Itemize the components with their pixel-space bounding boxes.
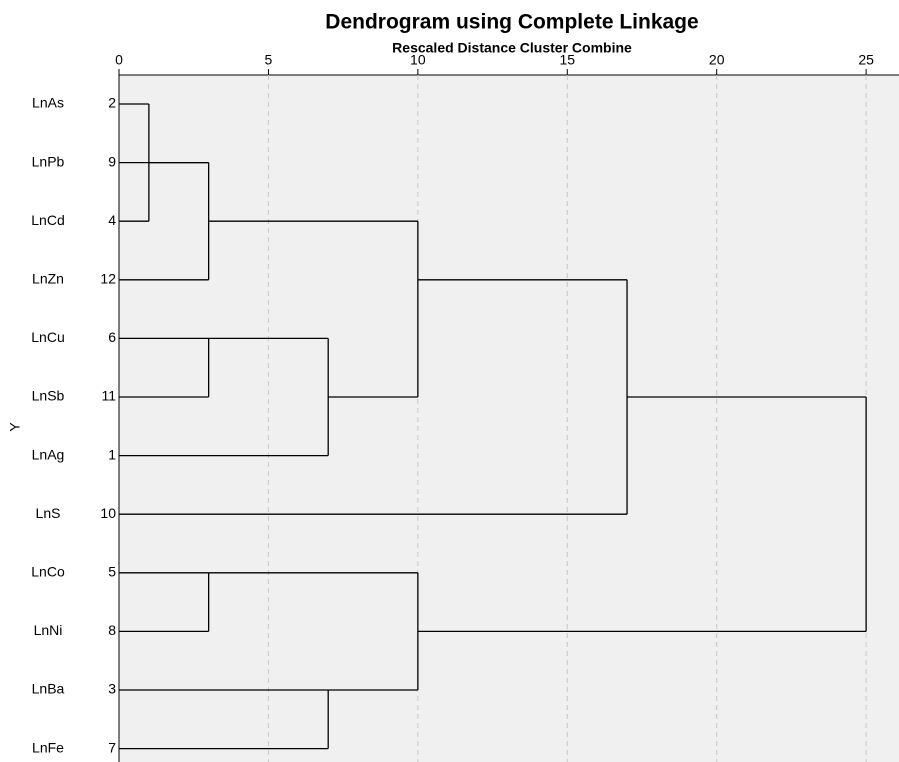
case-number: 7 [108, 739, 116, 755]
case-number: 12 [100, 271, 116, 287]
case-number: 6 [108, 329, 116, 345]
plot-area [119, 75, 899, 762]
case-number: 9 [108, 153, 116, 169]
leaf-label: LnZn [32, 271, 64, 287]
case-number: 11 [101, 388, 116, 404]
case-number: 4 [108, 212, 116, 228]
x-tick-label: 10 [410, 52, 426, 68]
leaf-label: LnS [36, 505, 61, 521]
leaf-label: LnNi [34, 622, 63, 638]
case-number: 10 [100, 505, 116, 521]
leaf-label: LnCo [31, 564, 65, 580]
x-tick-label: 25 [858, 52, 874, 68]
case-number: 5 [108, 564, 116, 580]
leaf-label: LnFe [32, 739, 64, 755]
leaf-label: LnCu [31, 329, 64, 345]
y-axis-label: Y [7, 422, 23, 432]
case-number: 2 [108, 95, 116, 111]
case-number: 1 [108, 446, 116, 462]
leaf-label: LnBa [32, 681, 65, 697]
leaf-label: LnSb [32, 388, 65, 404]
leaf-label: LnAs [32, 95, 64, 111]
x-tick-label: 5 [265, 52, 273, 68]
chart-title: Dendrogram using Complete Linkage [325, 11, 698, 34]
x-tick-label: 20 [709, 52, 725, 68]
case-number: 8 [108, 622, 116, 638]
leaf-label: LnPb [32, 153, 65, 169]
x-tick-label: 15 [559, 52, 575, 68]
leaf-label: LnCd [31, 212, 64, 228]
x-tick-label: 0 [115, 52, 123, 68]
chart-subtitle: Rescaled Distance Cluster Combine [392, 40, 632, 56]
leaf-label: LnAg [32, 446, 65, 462]
case-number: 3 [108, 681, 116, 697]
